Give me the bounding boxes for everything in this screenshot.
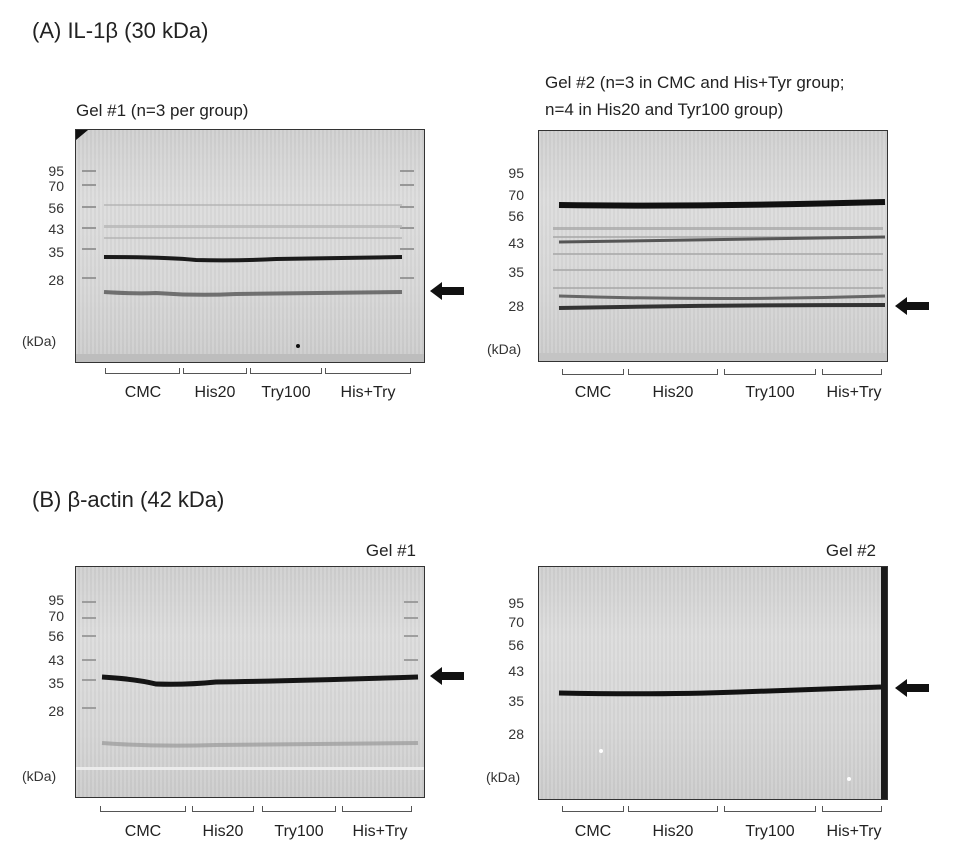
group-label-his-try: His+Try [352,823,408,840]
panel-a-title: (A) IL-1β (30 kDa) [32,18,209,43]
group-label-his-try: His+Try [340,384,396,401]
marker-95: 95 [508,595,524,611]
panel-b-title: (B) β-actin (42 kDa) [32,487,225,512]
marker-35: 35 [508,693,524,709]
group-label-cmc: CMC [574,823,612,840]
group-label-try100: Try100 [261,384,311,401]
arrow-icon [430,667,464,685]
gel-a2-title-line1: Gel #2 (n=3 in CMC and His+Tyr group; [545,73,845,92]
marker-43: 43 [48,221,64,237]
group-brackets [562,806,882,816]
kda-label: (kDa) [22,333,57,349]
marker-95: 95 [508,165,524,181]
group-brackets [100,806,412,816]
blot-actin-gel2 [538,566,888,800]
arrow-icon [895,297,929,315]
marker-35: 35 [48,244,64,260]
group-brackets [562,369,882,379]
gel-b1-title: Gel #1 [365,541,416,560]
marker-43: 43 [508,235,524,251]
group-label-his20: His20 [652,823,694,840]
gel-a1-title: Gel #1 (n=3 per group) [76,101,249,120]
marker-56: 56 [508,208,524,224]
marker-56: 56 [508,637,524,653]
marker-70: 70 [508,187,524,203]
marker-56: 56 [48,628,64,644]
group-label-cmc: CMC [124,823,162,840]
blot-il1b-gel1 [75,129,425,363]
marker-28: 28 [48,272,64,288]
marker-35: 35 [508,264,524,280]
group-label-cmc: CMC [124,384,162,401]
marker-95: 95 [48,163,64,179]
marker-95: 95 [48,592,64,608]
marker-43: 43 [48,652,64,668]
marker-28: 28 [508,298,524,314]
group-brackets [105,368,411,378]
blot-il1b-gel2 [538,130,888,362]
group-label-try100: Try100 [745,384,795,401]
arrow-icon [430,282,464,300]
group-label-try100: Try100 [745,823,795,840]
marker-56: 56 [48,200,64,216]
marker-28: 28 [508,726,524,742]
gel-b2-title: Gel #2 [825,541,876,560]
marker-35: 35 [48,675,64,691]
group-label-his-try: His+Try [826,823,882,840]
group-label-his20: His20 [202,823,244,840]
marker-70: 70 [508,614,524,630]
group-label-cmc: CMC [574,384,612,401]
arrow-icon [895,679,929,697]
group-label-his20: His20 [194,384,236,401]
marker-70: 70 [48,608,64,624]
marker-28: 28 [48,703,64,719]
group-label-his20: His20 [652,384,694,401]
kda-label: (kDa) [487,341,522,357]
marker-43: 43 [508,663,524,679]
blot-actin-gel1 [75,566,425,798]
group-label-try100: Try100 [274,823,324,840]
gel-a2-title-line2: n=4 in His20 and Tyr100 group) [545,100,784,119]
kda-label: (kDa) [22,768,57,784]
kda-label: (kDa) [486,769,521,785]
group-label-his-try: His+Try [826,384,882,401]
marker-70: 70 [48,178,64,194]
